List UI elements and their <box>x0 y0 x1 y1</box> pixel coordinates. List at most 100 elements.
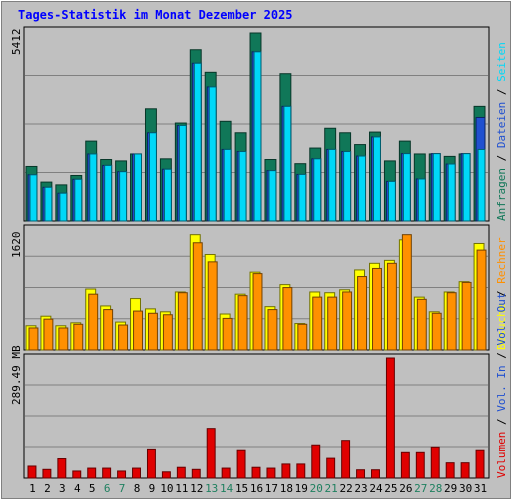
bar-seiten-day-4 <box>74 178 83 222</box>
bar-seiten-day-17-fill <box>268 170 277 222</box>
bar-seiten-day-7 <box>119 171 128 222</box>
day-label-26: 26 <box>399 482 412 495</box>
bar-volumen-day-5-fill <box>87 467 97 479</box>
bar-rechner-day-7 <box>118 324 129 351</box>
bar-seiten-day-5 <box>89 153 98 222</box>
bar-rechner-day-17 <box>267 309 278 351</box>
bar-seiten-day-13 <box>208 86 217 222</box>
bar-volumen-day-21 <box>326 457 336 479</box>
legend-top-text: Anfragen / Dateien / Seiten <box>495 42 508 221</box>
bar-seiten-day-20-fill <box>313 158 322 222</box>
bar-rechner-day-9-fill <box>147 312 158 351</box>
bar-seiten-day-25 <box>387 180 396 222</box>
chart-bars <box>25 32 487 479</box>
bar-volumen-day-25-fill <box>385 357 395 479</box>
day-label-20: 20 <box>310 482 323 495</box>
bar-volumen-day-5 <box>87 467 97 479</box>
bar-volumen-day-15-fill <box>236 449 246 479</box>
bar-seiten-day-6-fill <box>104 164 113 222</box>
bar-volumen-day-31-fill <box>475 449 485 479</box>
bar-seiten-day-11-fill <box>178 124 187 222</box>
bar-volumen-day-19-fill <box>296 463 306 479</box>
bar-rechner-day-10-fill <box>162 314 173 351</box>
legend-seiten: Seiten <box>495 42 508 82</box>
bar-volumen-day-27 <box>415 451 425 479</box>
bar-rechner-day-6 <box>103 309 114 351</box>
bar-seiten-day-10-fill <box>163 168 172 222</box>
bar-seiten-day-11 <box>178 124 187 222</box>
bar-seiten-day-5-fill <box>89 153 98 222</box>
bar-rechner-day-2-fill <box>43 318 54 351</box>
bar-seiten-day-23-fill <box>358 155 367 222</box>
day-label-29: 29 <box>444 482 457 495</box>
legend-top: Anfragen / Dateien / Seiten <box>495 42 508 221</box>
bar-volumen-day-10 <box>161 471 171 479</box>
bar-volumen-day-26 <box>400 451 410 479</box>
bar-rechner-day-17-fill <box>267 309 278 351</box>
bar-volumen-day-28 <box>430 446 440 479</box>
bar-seiten-day-19-fill <box>298 173 307 222</box>
bar-volumen-day-22-fill <box>341 440 351 479</box>
bar-seiten-day-8 <box>134 153 142 222</box>
bar-seiten-day-9 <box>148 132 157 222</box>
day-label-21: 21 <box>325 482 338 495</box>
bar-rechner-day-14-fill <box>222 317 233 351</box>
bar-seiten-day-3-fill <box>59 192 68 222</box>
day-label-17: 17 <box>265 482 278 495</box>
day-label-18: 18 <box>280 482 293 495</box>
bar-volumen-day-1-fill <box>27 465 37 479</box>
bar-rechner-day-8 <box>133 310 143 351</box>
day-label-3: 3 <box>59 482 66 495</box>
legend-vol-out: Vol. Out <box>495 293 508 346</box>
legend-bottom: Volumen / Vol. In / Vol. Out <box>495 293 508 478</box>
bar-volumen-day-16-fill <box>251 466 261 479</box>
day-label-11: 11 <box>175 482 188 495</box>
day-label-8: 8 <box>134 482 141 495</box>
bar-seiten-day-27 <box>417 178 426 222</box>
bar-volumen-day-24-fill <box>371 469 380 479</box>
bar-seiten-day-4-fill <box>74 178 83 222</box>
bar-seiten-day-26-fill <box>402 153 411 222</box>
bar-seiten-day-16 <box>253 51 262 222</box>
bar-volumen-day-2 <box>42 468 52 479</box>
bar-seiten-day-1-fill <box>29 174 38 222</box>
bar-seiten-day-3 <box>59 192 68 222</box>
bar-rechner-day-26 <box>401 234 412 351</box>
legend-separator: / <box>495 148 508 168</box>
bar-rechner-day-28 <box>431 312 442 351</box>
bar-rechner-day-22-fill <box>342 291 353 351</box>
legend-anfragen: Anfragen <box>495 168 508 221</box>
bar-seiten-day-1 <box>29 174 38 222</box>
bar-rechner-day-11 <box>177 292 188 351</box>
bar-seiten-day-30-fill <box>462 153 471 222</box>
bar-rechner-day-4 <box>73 323 84 351</box>
bar-volumen-day-6-fill <box>102 467 112 479</box>
bar-volumen-day-25 <box>385 357 395 479</box>
bar-rechner-day-1-fill <box>28 327 39 351</box>
day-label-24: 24 <box>369 482 383 495</box>
bar-rechner-day-4-fill <box>73 323 84 351</box>
middle-axis-max-label: 1620 <box>10 232 23 259</box>
day-label-19: 19 <box>295 482 308 495</box>
day-label-1: 1 <box>29 482 36 495</box>
bar-rechner-day-5-fill <box>88 293 99 351</box>
day-label-13: 13 <box>205 482 218 495</box>
day-label-7: 7 <box>119 482 126 495</box>
bar-volumen-day-14-fill <box>221 467 231 479</box>
bar-volumen-day-29-fill <box>445 462 455 479</box>
bottom-axis-max-label: 289.49 MB <box>10 345 23 405</box>
bar-volumen-day-3 <box>57 458 67 479</box>
bar-volumen-day-27-fill <box>415 451 425 479</box>
bar-volumen-day-29 <box>445 462 455 479</box>
day-label-10: 10 <box>160 482 173 495</box>
bar-volumen-day-31 <box>475 449 485 479</box>
bar-volumen-day-10-fill <box>161 471 171 479</box>
bar-seiten-day-21-fill <box>328 148 337 222</box>
bar-seiten-day-12-fill <box>193 62 202 222</box>
bar-volumen-day-28-fill <box>430 446 440 479</box>
bar-rechner-day-9 <box>147 312 158 351</box>
day-label-16: 16 <box>250 482 263 495</box>
bar-volumen-day-12-fill <box>191 468 201 479</box>
bar-rechner-day-11-fill <box>177 292 188 351</box>
